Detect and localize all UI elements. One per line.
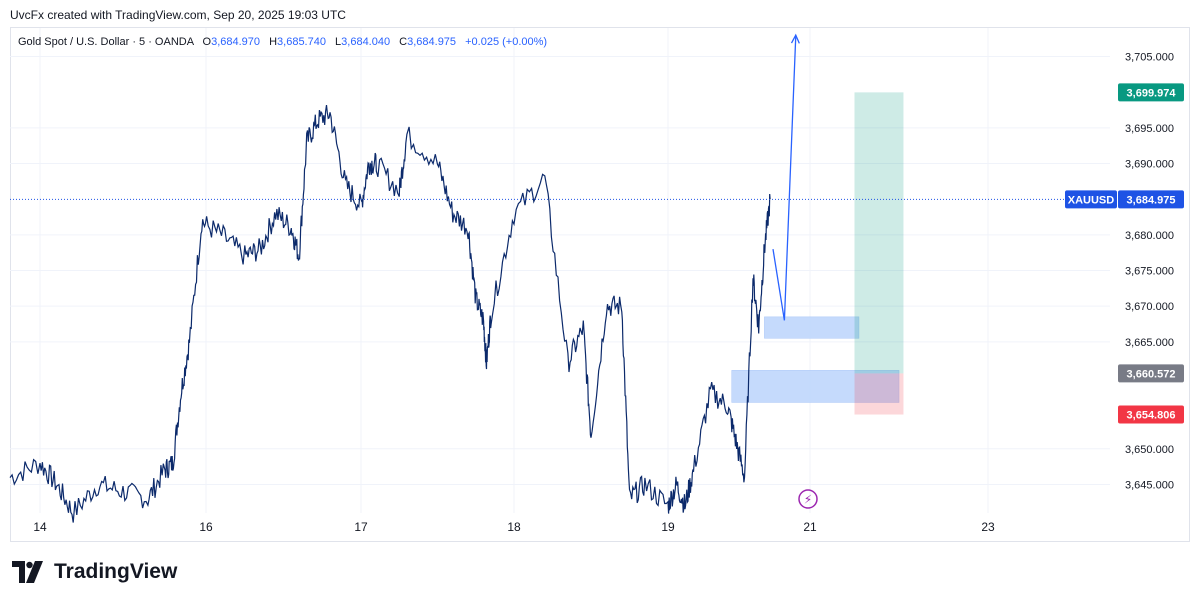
demand-zone-upper <box>764 316 860 339</box>
time-tick-label: 14 <box>33 520 47 534</box>
time-tick-label: 18 <box>507 520 521 534</box>
symbol-tag-label: XAUUSD <box>1068 194 1115 206</box>
legend-symbol: Gold Spot / U.S. Dollar · 5 · OANDA <box>18 36 194 48</box>
price-series-line <box>9 105 771 523</box>
lightning-glyph: ⚡ <box>804 493 812 507</box>
legend-high-label: H <box>269 36 278 48</box>
legend-low-label: L <box>335 36 342 48</box>
legend-open: 3,684.970 <box>211 36 261 48</box>
tradingview-wordmark: TradingView <box>54 560 178 583</box>
lightning-icon[interactable]: ⚡ <box>798 489 818 509</box>
legend-change: +0.025 (+0.00%) <box>465 36 548 48</box>
price-tick-label: 3,695.000 <box>1125 123 1174 135</box>
projection-path <box>772 35 797 321</box>
price-tick-label: 3,690.000 <box>1125 159 1174 171</box>
legend-low: 3,684.040 <box>341 36 391 48</box>
price-tick-label: 3,665.000 <box>1125 337 1174 349</box>
grid <box>10 28 1110 513</box>
entry-price-tag-bg <box>1118 364 1184 383</box>
stop-price-tag-bg <box>1118 405 1184 424</box>
target-price-tag-bg <box>1118 83 1184 102</box>
profit-zone <box>854 92 904 374</box>
legend-close: 3,684.975 <box>407 36 457 48</box>
price-tick-label: 3,705.000 <box>1125 52 1174 64</box>
time-tick-label: 23 <box>981 520 995 534</box>
legend-high: 3,685.740 <box>277 36 326 48</box>
legend-open-label: O <box>202 36 212 48</box>
price-tick-label: 3,675.000 <box>1125 266 1174 278</box>
tradingview-branding[interactable]: TradingView <box>12 560 177 584</box>
demand-zone-lower <box>731 370 900 403</box>
projection-arrow <box>772 33 800 321</box>
symbol-tag-bg <box>1065 190 1117 209</box>
target-price-tag: 3,699.974 <box>1127 87 1177 99</box>
price-axis: 3,705.000 3,695.000 3,690.000 3,680.000 3,67… <box>1125 52 1174 492</box>
attribution-text: UvcFx created with TradingView.com, Sep … <box>10 8 346 22</box>
loss-zone <box>854 373 904 415</box>
current-price-tag: 3,684.975 <box>1127 194 1176 206</box>
entry-price-tag: 3,660.572 <box>1127 368 1176 380</box>
chart-legend: Gold Spot / U.S. Dollar · 5 · OANDA O3,6… <box>18 36 547 48</box>
time-tick-label: 19 <box>661 520 675 534</box>
stop-price-tag: 3,654.806 <box>1127 410 1176 422</box>
current-price-tag-bg <box>1118 190 1184 209</box>
arrow-head <box>790 33 800 44</box>
legend-close-label: C <box>399 36 408 48</box>
time-tick-label: 16 <box>199 520 213 534</box>
price-tick-label: 3,670.000 <box>1125 301 1174 313</box>
long-position-tool <box>854 92 904 415</box>
time-tick-label: 21 <box>803 520 817 534</box>
price-tick-label: 3,680.000 <box>1125 230 1174 242</box>
time-tick-label: 17 <box>354 520 368 534</box>
price-tick-label: 3,645.000 <box>1125 479 1174 491</box>
zones <box>731 316 900 403</box>
price-tick-label: 3,650.000 <box>1125 444 1174 456</box>
tradingview-logo-icon <box>12 561 43 583</box>
price-tags: 3,699.974 XAUUSD 3,684.975 3,660.572 3,654.8… <box>1065 83 1184 424</box>
time-axis: 14 16 17 18 19 21 23 <box>33 520 995 534</box>
chart-frame[interactable] <box>10 27 1190 542</box>
